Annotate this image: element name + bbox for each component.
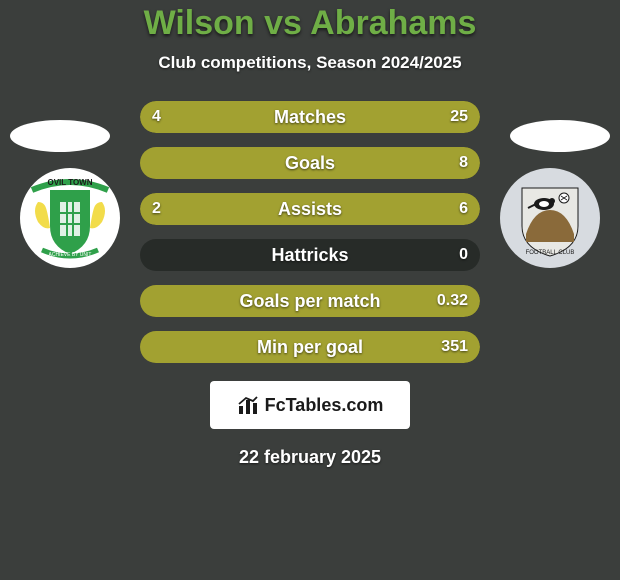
comparison-title: Wilson vs Abrahams (0, 4, 620, 43)
crest-right-svg: FOOTBALL CLUB (500, 168, 600, 268)
team-ellipse-left (10, 120, 110, 152)
stat-bar: Min per goal351 (140, 331, 480, 363)
stat-bar: Goals per match0.32 (140, 285, 480, 317)
infographic-container: Wilson vs Abrahams Club competitions, Se… (0, 0, 620, 580)
stat-value-right: 25 (438, 101, 480, 133)
stat-label: Goals (140, 147, 480, 179)
team-ellipse-right (510, 120, 610, 152)
stat-value-right: 0.32 (425, 285, 480, 317)
chart-icon (237, 394, 259, 416)
crest-left-svg: OVIL TOWN ACHIEVE BY UNIT (20, 168, 120, 268)
stat-value-right: 8 (447, 147, 480, 179)
stat-bar: Matches4 25 (140, 101, 480, 133)
stat-bar: Goals8 (140, 147, 480, 179)
stat-bar: Hattricks0 (140, 239, 480, 271)
stat-value-left: 2 (140, 193, 173, 225)
team-crest-left: OVIL TOWN ACHIEVE BY UNIT (20, 168, 120, 268)
stat-label: Assists (140, 193, 480, 225)
team-crest-right: FOOTBALL CLUB (500, 168, 600, 268)
date-text: 22 february 2025 (0, 447, 620, 468)
stat-label: Hattricks (140, 239, 480, 271)
stat-value-right: 6 (447, 193, 480, 225)
svg-text:FOOTBALL CLUB: FOOTBALL CLUB (526, 250, 575, 256)
stat-value-right: 0 (447, 239, 480, 271)
stat-value-right: 351 (429, 331, 480, 363)
stat-label: Matches (140, 101, 480, 133)
stat-value-left: 4 (140, 101, 173, 133)
branding-badge: FcTables.com (210, 381, 410, 429)
branding-text: FcTables.com (265, 395, 384, 416)
subtitle-text: Club competitions, Season 2024/2025 (0, 53, 620, 73)
stats-bars: Matches4 25 Goals8 Assists2 6 Hattricks0 Goals… (140, 101, 480, 363)
svg-text:OVIL TOWN: OVIL TOWN (47, 178, 92, 187)
svg-text:ACHIEVE BY UNIT: ACHIEVE BY UNIT (49, 252, 92, 258)
stat-bar: Assists2 6 (140, 193, 480, 225)
